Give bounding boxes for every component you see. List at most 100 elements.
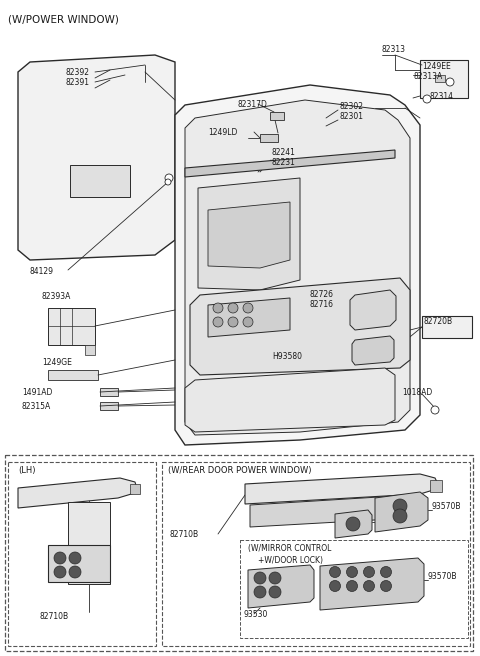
Text: 82710B: 82710B (170, 530, 199, 539)
Text: 82301: 82301 (340, 112, 364, 121)
Circle shape (54, 566, 66, 578)
Polygon shape (175, 85, 420, 445)
Polygon shape (130, 484, 140, 494)
Bar (8, 462, 156, 646)
Polygon shape (190, 278, 410, 375)
Polygon shape (208, 298, 290, 337)
Circle shape (347, 581, 358, 592)
Circle shape (381, 567, 392, 577)
Polygon shape (320, 558, 424, 610)
Polygon shape (270, 112, 284, 120)
Circle shape (363, 567, 374, 577)
Text: 82231: 82231 (272, 158, 296, 167)
Polygon shape (375, 492, 428, 532)
Text: 82302: 82302 (340, 102, 364, 111)
Polygon shape (248, 565, 314, 608)
Bar (70, 165, 130, 197)
Bar (5, 455, 473, 651)
Bar (162, 462, 470, 646)
Text: 82726: 82726 (310, 290, 334, 299)
Text: 82313: 82313 (382, 45, 406, 54)
Circle shape (329, 567, 340, 577)
Polygon shape (350, 290, 396, 330)
Polygon shape (185, 100, 410, 435)
Polygon shape (245, 474, 440, 504)
Text: (W/MIRROR CONTROL: (W/MIRROR CONTROL (248, 544, 331, 553)
Text: 93530: 93530 (244, 610, 268, 619)
Circle shape (254, 586, 266, 598)
Text: 82313A: 82313A (413, 72, 442, 81)
Text: 82720B: 82720B (424, 317, 453, 326)
Circle shape (347, 567, 358, 577)
Circle shape (213, 317, 223, 327)
Text: +W/DOOR LOCK): +W/DOOR LOCK) (258, 556, 323, 565)
Circle shape (213, 303, 223, 313)
Polygon shape (260, 134, 278, 142)
Polygon shape (335, 510, 372, 538)
Circle shape (228, 303, 238, 313)
Polygon shape (100, 402, 118, 410)
Text: 82315A: 82315A (22, 402, 51, 411)
Polygon shape (85, 345, 95, 355)
Circle shape (393, 509, 407, 523)
Text: 93570B: 93570B (432, 502, 461, 511)
Circle shape (393, 499, 407, 513)
Bar (240, 540, 468, 638)
Text: 82317D: 82317D (238, 100, 268, 109)
Text: 93530B: 93530B (375, 518, 405, 527)
Polygon shape (352, 336, 394, 365)
Polygon shape (208, 202, 290, 268)
Polygon shape (48, 545, 110, 582)
Circle shape (165, 174, 173, 182)
Polygon shape (100, 388, 118, 396)
Polygon shape (185, 150, 395, 177)
Bar (422, 316, 472, 338)
Circle shape (346, 517, 360, 531)
Text: (LH): (LH) (18, 466, 36, 475)
Text: (W/REAR DOOR POWER WINDOW): (W/REAR DOOR POWER WINDOW) (168, 466, 312, 475)
Circle shape (54, 552, 66, 564)
Text: 1491AD: 1491AD (22, 388, 52, 397)
Text: 82314: 82314 (430, 92, 454, 101)
Text: 82716: 82716 (310, 300, 334, 309)
Circle shape (446, 78, 454, 86)
Text: (W/POWER WINDOW): (W/POWER WINDOW) (8, 14, 119, 24)
Polygon shape (198, 178, 300, 290)
Text: 1249EE: 1249EE (422, 62, 451, 71)
Polygon shape (18, 478, 138, 508)
Text: 1249GE: 1249GE (42, 358, 72, 367)
Circle shape (381, 581, 392, 592)
Text: 1249LD: 1249LD (208, 128, 238, 137)
Text: 82241: 82241 (272, 148, 296, 157)
Text: 82392: 82392 (65, 68, 89, 77)
Circle shape (329, 581, 340, 592)
Circle shape (431, 406, 439, 414)
Polygon shape (48, 370, 98, 380)
Text: 84129: 84129 (30, 267, 54, 276)
Circle shape (254, 572, 266, 584)
Circle shape (243, 303, 253, 313)
Circle shape (269, 586, 281, 598)
Circle shape (69, 566, 81, 578)
Circle shape (269, 572, 281, 584)
Polygon shape (48, 308, 95, 345)
Polygon shape (185, 368, 395, 432)
Text: H93580: H93580 (272, 352, 302, 361)
Circle shape (363, 581, 374, 592)
Text: 82393A: 82393A (42, 292, 72, 301)
Polygon shape (435, 75, 445, 82)
Circle shape (228, 317, 238, 327)
Circle shape (423, 95, 431, 103)
Circle shape (69, 552, 81, 564)
Bar (68, 502, 110, 584)
Text: 82391: 82391 (65, 78, 89, 87)
Text: 93570B: 93570B (428, 572, 457, 581)
Text: 82710B: 82710B (40, 612, 69, 621)
Text: 1018AD: 1018AD (402, 388, 432, 397)
Polygon shape (250, 496, 425, 527)
Circle shape (243, 317, 253, 327)
Bar (420, 60, 468, 98)
Polygon shape (430, 480, 442, 492)
Circle shape (165, 179, 171, 185)
Polygon shape (18, 55, 175, 260)
